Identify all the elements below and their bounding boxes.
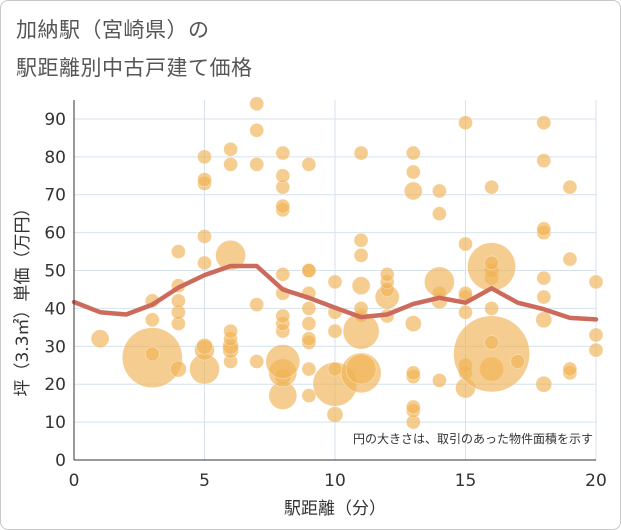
- data-bubble: [197, 255, 212, 271]
- data-bubble: [484, 335, 499, 350]
- data-bubble: [351, 276, 371, 295]
- data-bubble: [301, 361, 317, 377]
- data-bubble: [171, 293, 186, 309]
- data-bubble: [405, 145, 421, 161]
- data-bubble: [249, 123, 265, 138]
- data-bubble: [432, 373, 447, 388]
- data-bubble: [353, 232, 369, 248]
- data-bubble: [301, 157, 317, 172]
- data-bubble: [405, 399, 421, 415]
- bubble-series: [90, 96, 604, 430]
- data-bubble: [379, 267, 395, 282]
- data-bubble: [275, 198, 291, 214]
- data-bubble: [536, 270, 552, 286]
- data-bubble: [301, 316, 317, 331]
- data-bubble: [215, 240, 246, 271]
- average-price-line: [71, 263, 599, 322]
- y-tick-label: 80: [44, 148, 66, 168]
- size-legend-note: 円の大きさは、取引のあった物件面積を示す: [353, 431, 593, 446]
- data-bubble: [145, 312, 160, 328]
- data-bubble: [197, 172, 212, 187]
- data-bubble: [197, 229, 212, 244]
- data-bubble: [223, 323, 238, 339]
- data-bubble: [535, 375, 553, 393]
- x-tick-label: 5: [199, 471, 210, 491]
- data-bubble: [145, 346, 160, 362]
- data-bubble: [171, 244, 186, 259]
- data-bubble: [536, 153, 552, 168]
- data-bubble: [249, 354, 265, 369]
- data-bubble: [196, 338, 213, 355]
- data-bubble: [326, 406, 344, 423]
- data-bubble: [432, 183, 447, 199]
- data-bubble: [301, 301, 317, 316]
- data-bubble: [562, 361, 578, 377]
- average-line-series: [71, 263, 599, 322]
- data-bubble: [405, 164, 421, 180]
- y-tick-label: 10: [44, 413, 66, 433]
- x-tick-label: 20: [585, 471, 607, 491]
- data-bubble: [90, 329, 110, 349]
- data-bubble: [353, 145, 369, 161]
- data-bubble: [453, 315, 530, 393]
- data-bubble: [403, 181, 423, 201]
- data-bubble: [265, 344, 301, 379]
- x-tick-label: 0: [69, 471, 80, 491]
- y-tick-label: 30: [44, 337, 66, 357]
- data-bubble: [170, 360, 187, 378]
- data-bubble: [535, 311, 553, 329]
- y-tick-label: 40: [44, 299, 66, 319]
- data-bubble: [458, 304, 473, 320]
- data-bubble: [249, 297, 265, 312]
- data-bubble: [301, 331, 317, 347]
- data-bubble: [424, 266, 455, 298]
- data-bubble: [223, 157, 238, 172]
- data-bubble: [562, 251, 578, 267]
- y-tick-label: 70: [44, 186, 66, 206]
- data-bubble: [484, 179, 499, 195]
- data-bubble: [223, 141, 238, 157]
- data-bubble: [327, 274, 343, 290]
- chart-title-line2: 駅距離別中古戸建て価格: [16, 56, 253, 80]
- data-bubble: [484, 255, 499, 271]
- data-bubble: [275, 267, 291, 282]
- chart-title-line1: 加納駅（宮崎県）の: [16, 18, 210, 42]
- data-bubble: [197, 149, 212, 165]
- data-bubble: [275, 308, 291, 324]
- data-bubble: [562, 179, 578, 195]
- data-bubble: [484, 301, 499, 316]
- data-bubble: [249, 157, 265, 172]
- data-bubble: [275, 168, 291, 184]
- data-bubble: [536, 115, 552, 131]
- data-bubble: [405, 365, 421, 381]
- data-bubble: [458, 236, 473, 252]
- data-bubble: [249, 96, 265, 112]
- x-tick-label: 15: [455, 471, 477, 491]
- data-bubble: [536, 289, 552, 305]
- y-axis-label: 坪（3.3㎡）単価（万円）: [13, 199, 33, 396]
- y-tick-label: 20: [44, 375, 66, 395]
- data-bubble: [327, 323, 343, 339]
- x-tick-label: 10: [324, 471, 346, 491]
- data-bubble: [510, 354, 526, 369]
- data-bubble: [458, 115, 473, 131]
- data-bubble: [275, 145, 291, 161]
- x-axis-label: 駅距離（分）: [284, 499, 386, 519]
- y-tick-label: 60: [44, 224, 66, 244]
- data-bubble: [301, 263, 317, 278]
- data-bubble: [327, 361, 343, 377]
- data-bubble: [353, 248, 369, 263]
- y-tick-label: 0: [55, 451, 66, 471]
- data-bubble: [432, 206, 447, 221]
- data-bubble: [588, 342, 604, 358]
- data-bubble: [588, 327, 604, 343]
- data-bubble: [404, 315, 422, 332]
- data-bubble: [588, 274, 604, 290]
- axes: 0 10 20 30 40 50 60 70 80 90 0 5 10 15 20: [44, 100, 607, 491]
- data-bubble: [345, 353, 377, 385]
- y-tick-label: 90: [44, 110, 66, 130]
- y-tick-label: 50: [44, 262, 66, 282]
- data-bubble: [536, 221, 552, 237]
